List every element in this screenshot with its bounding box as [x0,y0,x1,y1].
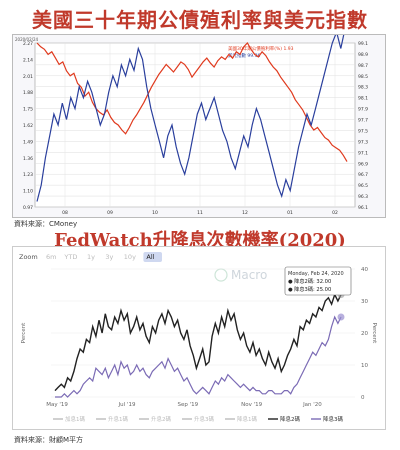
left-tick-label: 2.27 [23,41,33,47]
left-tick-label: 1.75 [23,107,33,113]
x-tick-label: Jan '20 [302,402,322,408]
tooltip-line2: ● 降息3碼: 25.00 [288,285,331,293]
yield-line [36,42,348,162]
right-tick-label: 98.9 [358,52,368,58]
range-button-ytd[interactable]: YTD [63,253,77,261]
right-tick-label: 96.9 [358,161,368,167]
chart1-title: 美國三十年期公債殖利率與美元指數 [32,8,368,32]
y-right-label: Percent [371,323,377,345]
right-tick-label: 97.1 [358,150,368,156]
range-button-all[interactable]: All [146,253,154,261]
x-tick-label: Sep '19 [177,402,198,408]
tooltip-date: Monday, Feb 24, 2020 [288,271,344,277]
right-tick-label: 99.1 [358,41,368,47]
x-tick-label: 09 [107,210,113,216]
range-selected-bg [143,252,162,262]
left-tick-label: 1.36 [23,156,33,162]
tooltip-box [284,266,352,296]
cut-3-line [55,315,342,398]
watermark-text: Macro [231,268,267,282]
right-tick-label: 96.5 [358,183,368,189]
legend-item[interactable]: 加息1碼 [65,415,85,423]
source-note-1: 資料來源：CMoney [14,220,78,228]
x-tick-label: May '19 [46,402,68,408]
x-tick-label: 01 [287,210,293,216]
range-button-3y[interactable]: 3y [105,253,113,261]
x-tick-label: 10 [152,210,158,216]
right-tick-label: 96.7 [358,172,368,178]
cut-2-line [54,292,342,392]
source-note-2: 資料來源：財顧M平方 [14,436,84,444]
legend-item[interactable]: 升息2碼 [151,415,171,423]
legend-item[interactable]: 升息3碼 [194,415,214,423]
cut-3-marker [337,313,345,321]
left-tick-label: 1.23 [23,172,33,178]
right-tick-label: 97.7 [358,118,368,124]
right-tick-label: 98.5 [358,74,368,80]
right-tick-label: 96.1 [358,205,368,211]
chart2-title: FedWatch升降息次數機率(2020) [54,230,346,251]
yield-dollar-chart: 2020/02/24 2.27 2.14 2.01 1.88 1.75 1.62 1.49 1.… [12,28,386,218]
y-tick-label: 40 [361,267,368,273]
y-tick-label: 10 [361,363,368,369]
right-tick-label: 97.3 [358,139,368,145]
right-tick-label: 97.5 [358,128,368,134]
x-tick-label: 08 [62,210,68,216]
y-left-label: Percent [21,322,27,344]
right-tick-label: 97.9 [358,107,368,113]
yield-dollar-svg: 2020/02/242.27 2.14 2.01 1.88 1.75 1.62 1.49 1.… [15,28,368,216]
right-tick-label: 98.7 [358,63,368,69]
x-tick-label: 02 [332,210,338,216]
left-tick-label: 1.10 [23,189,33,195]
range-button-1y[interactable]: 1y [87,253,95,261]
left-tick-label: 2.14 [23,57,33,63]
watermark-logo [214,268,228,282]
tooltip: Monday, Feb 24, 2020● 降息2碼: 32.00● 降息3碼:… [284,266,352,296]
zoom-label: Zoom [19,253,38,261]
header-date: 2020/02/24 [15,37,39,42]
legend-item[interactable]: 降息2碼 [280,415,300,423]
left-tick-label: 1.88 [23,90,33,96]
x-tick-label: Nov '19 [241,402,262,408]
fedwatch-chart: Zoom 6m YTD 1y 3y 10y All Macro 0 10 20 30 40 Percent… [12,246,386,430]
legend-item[interactable]: 降息3碼 [323,415,343,423]
left-tick-label: 2.01 [23,74,33,80]
legend-item[interactable]: 升息1碼 [108,415,128,423]
range-button-6m[interactable]: 6m [46,253,56,261]
right-tick-label: 98.3 [358,85,368,91]
left-tick-label: 1.49 [23,139,33,145]
tooltip-line1: ● 降息2碼: 32.00 [288,277,331,285]
legend-yield: 美國30年期公債殖利率(%) 1.93 [228,45,294,52]
legend-item[interactable]: 降息1碼 [237,415,257,423]
y-tick-label: 0 [361,395,365,401]
left-tick-label: 0.97 [23,205,33,211]
dollar-index-line [36,28,346,202]
x-tick-label: 11 [197,210,203,216]
right-tick-label: 96.3 [358,194,368,200]
range-button-10y[interactable]: 10y [124,253,136,261]
y-tick-label: 20 [361,331,368,337]
fedwatch-svg: Zoom 6m YTD 1y 3y 10y All Macro 0 10 20 30 40 Percent… [19,252,377,423]
right-tick-label: 98.1 [358,96,368,102]
left-tick-label: 1.62 [23,123,33,129]
x-tick-label: Jul '19 [118,402,136,408]
y-tick-label: 30 [361,299,368,305]
x-tick-label: 12 [242,210,248,216]
legend-dollar: 美元指數 99.36 [228,52,260,59]
